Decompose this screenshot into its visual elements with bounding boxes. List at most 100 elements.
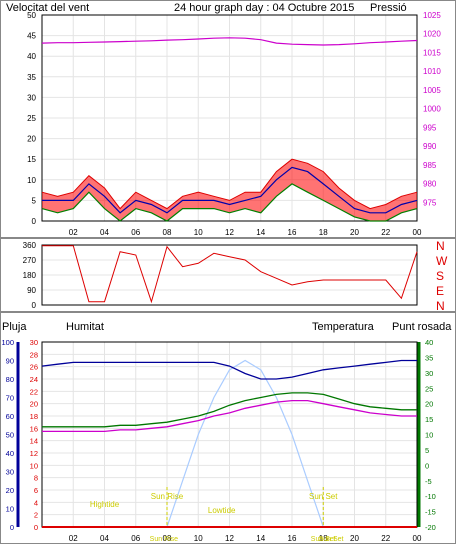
tide-sun-annotation: Sun Set [309, 492, 338, 501]
humidity-tick-label: 0 [10, 523, 14, 532]
time-tick-label: 18 [319, 228, 328, 237]
pressure-tick-label: 1010 [423, 67, 441, 76]
tide-sun-annotation: Hightide [90, 500, 120, 509]
humidity-tick-label: 80 [6, 375, 14, 384]
temperature-tick-label: -5 [425, 477, 432, 486]
wind-plot-frame [41, 14, 418, 222]
wind-axis-label: Velocitat del vent [6, 2, 89, 14]
tide-sun-annotation: Sun Set [319, 536, 344, 543]
pressure-axis-label: Pressió [370, 2, 407, 14]
pressure-tick-label: 995 [423, 123, 437, 132]
pressure-tick-label: 990 [423, 142, 437, 151]
humidity-tick-label: 100 [1, 338, 14, 347]
tide-sun-annotation: Sun Rise [151, 492, 184, 501]
humidity-tick-label: 10 [6, 505, 14, 514]
wind-tick-label: 30 [27, 93, 36, 102]
wind-low-line [41, 183, 418, 222]
wind-tick-label: 0 [32, 217, 37, 226]
time-tick-label: 10 [194, 534, 203, 543]
wind-tick-label: 20 [27, 135, 36, 144]
time-tick-label: 00 [413, 228, 422, 237]
humidity-tick-label: 20 [6, 486, 14, 495]
direction-plot-frame [41, 244, 418, 306]
direction-tick-label: 270 [23, 256, 37, 265]
humidity-axis-label: Humitat [66, 321, 104, 333]
wind-average-line [42, 166, 418, 214]
wind-tick-label: 25 [27, 114, 36, 123]
time-tick-label: 16 [288, 534, 297, 543]
direction-plot [42, 245, 418, 304]
rain-tick-label: 30 [30, 338, 38, 347]
direction-tick-label: 90 [27, 286, 36, 295]
rain-axis-label: Pluja [2, 321, 27, 333]
pressure-line [41, 37, 418, 46]
rain-tick-label: 20 [30, 400, 38, 409]
rain-tick-label: 24 [30, 375, 38, 384]
time-tick-label: 14 [256, 534, 265, 543]
time-tick-label: 08 [163, 534, 172, 543]
tide-sun-annotation: Sun Set [311, 536, 336, 543]
sun-elevation-curve [166, 359, 324, 528]
temperature-tick-label: 40 [425, 338, 433, 347]
temperature-tick-label: 25 [425, 384, 433, 393]
direction-panel-frame [0, 238, 456, 312]
wind-gust-line [41, 158, 418, 210]
humidity-tick-label: 50 [6, 431, 14, 440]
pressure-tick-label: 1015 [423, 48, 441, 57]
temperature-tick-label: -10 [425, 492, 436, 501]
temperature-axis-label: Temperatura [312, 321, 375, 333]
time-tick-label: 18 [319, 534, 328, 543]
rain-tick-label: 6 [34, 486, 38, 495]
rain-tick-label: 26 [30, 363, 38, 372]
tide-sun-annotation: Lowtide [208, 506, 236, 515]
rain-tick-label: 2 [34, 511, 38, 520]
time-tick-label: 00 [413, 534, 422, 543]
temperature-tick-label: 10 [425, 431, 433, 440]
time-tick-label: 20 [350, 228, 359, 237]
pressure-tick-label: 980 [423, 180, 437, 189]
time-tick-label: 08 [163, 228, 172, 237]
compass-label: N [436, 239, 445, 253]
dewpoint-line [42, 399, 417, 433]
dewpoint-axis-label: Punt rosada [392, 321, 452, 333]
humidity-tick-label: 90 [6, 357, 14, 366]
pressure-tick-label: 985 [423, 161, 437, 170]
temperature-tick-label: -20 [425, 523, 436, 532]
temperature-line [42, 392, 417, 428]
wind-tick-label: 15 [27, 155, 36, 164]
direction-tick-label: 0 [32, 301, 37, 310]
time-tick-label: 14 [256, 228, 265, 237]
wind-gust-area [42, 159, 417, 221]
temperature-tick-label: 30 [425, 369, 433, 378]
rain-tick-label: 22 [30, 387, 38, 396]
temperature-tick-label: 0 [425, 461, 429, 470]
wind-tick-label: 10 [27, 176, 36, 185]
temperature-tick-label: 15 [425, 415, 433, 424]
humidity-tick-label: 30 [6, 468, 14, 477]
humidity-tick-label: 40 [6, 449, 14, 458]
compass-label: N [436, 299, 445, 313]
rain-tick-label: 28 [30, 350, 38, 359]
time-tick-label: 10 [194, 228, 203, 237]
rain-tick-label: 14 [30, 437, 38, 446]
time-tick-label: 06 [131, 228, 140, 237]
time-tick-label: 20 [350, 534, 359, 543]
time-tick-label: 22 [381, 228, 390, 237]
time-tick-label: 04 [100, 228, 109, 237]
humidity-tick-label: 70 [6, 394, 14, 403]
top-panel-frame [0, 0, 456, 238]
direction-line [42, 245, 418, 304]
time-tick-label: 22 [381, 534, 390, 543]
pressure-tick-label: 1020 [423, 30, 441, 39]
wind-tick-label: 35 [27, 73, 36, 82]
time-tick-label: 16 [288, 228, 297, 237]
wind-tick-label: 40 [27, 52, 36, 61]
compass-label: E [436, 284, 444, 298]
compass-label: W [436, 254, 448, 268]
temperature-tick-label: -15 [425, 508, 436, 517]
time-tick-label: 12 [225, 228, 234, 237]
